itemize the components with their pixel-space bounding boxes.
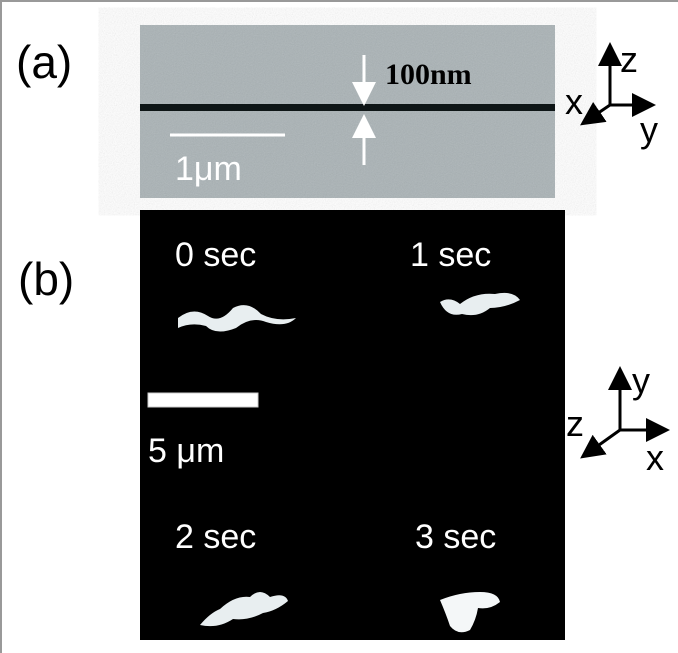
scale-label: 5 μm — [148, 432, 224, 470]
frame-label: 0 sec — [175, 236, 256, 274]
thickness-label: 100nm — [385, 58, 472, 91]
frame-label: 2 sec — [175, 518, 256, 556]
axis-label: z — [566, 403, 584, 444]
microscope-image — [140, 210, 565, 640]
panel-label: (b) — [18, 253, 74, 305]
axis-label: x — [646, 437, 664, 478]
frame-label: 1 sec — [410, 236, 491, 274]
axis-label: y — [640, 109, 658, 150]
panel-label: (a) — [16, 36, 72, 88]
axis-label: z — [620, 39, 638, 80]
axis-label: y — [632, 360, 650, 401]
axis-label: x — [565, 81, 583, 122]
frame-label: 3 sec — [415, 518, 496, 556]
scale-label: 1μm — [175, 150, 242, 188]
figure: (a) 100nm 1μm z x y (b) 0 sec 1 sec 2 se… — [0, 0, 678, 653]
